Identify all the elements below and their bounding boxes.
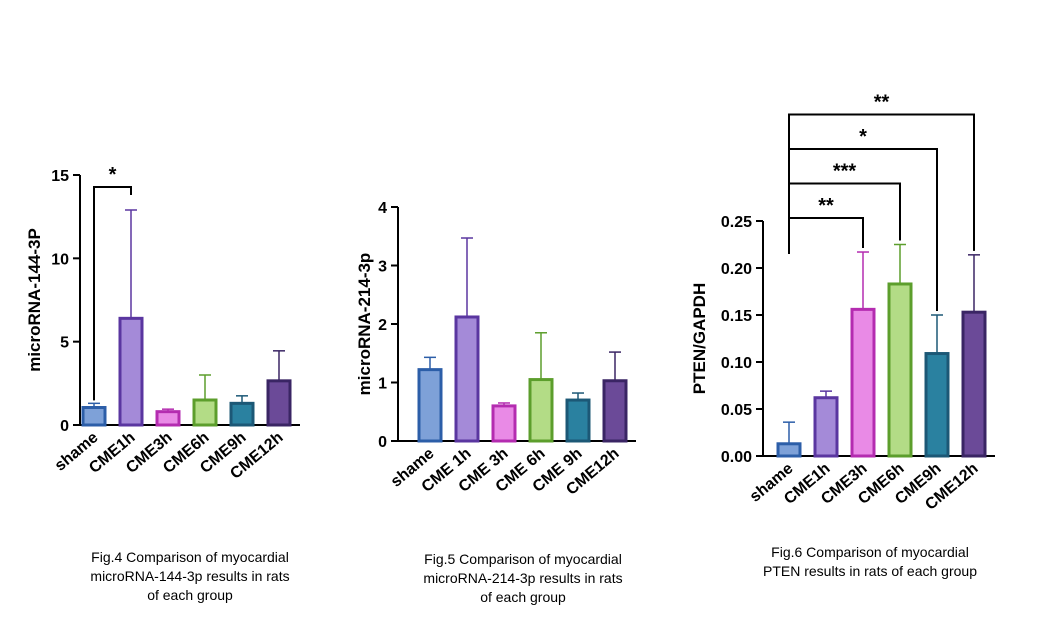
y-tick-label: 0.25 [721,214,752,231]
y-tick-label: 0.20 [721,261,752,278]
bar-cme9h [229,401,255,427]
significance-bracket [788,148,938,311]
bar-shame [776,442,802,458]
caption-line: PTEN results in rats of each group [763,563,977,579]
y-tick-label: 4 [378,200,387,217]
y-tick-label: 3 [378,259,387,276]
y-tick-label: 0.10 [721,355,752,372]
y-tick-label: 0.00 [721,449,752,466]
caption-line: microRNA-144-3p results in rats [90,568,290,584]
bar-cme9h [924,352,950,458]
y-tick-label: 1 [378,376,387,393]
significance-bracket [93,186,132,401]
bar-cme6h [887,282,913,458]
bar-cme1h [813,396,839,458]
caption-fig6: Fig.6 Comparison of myocardial PTEN resu… [730,543,1010,581]
caption-fig5: Fig.5 Comparison of myocardial microRNA-… [388,550,658,607]
significance-bracket [788,182,901,241]
chart-microrna-144: 051015microRNA-144-3PshameCME1hCME3hCME6… [25,164,300,483]
bar-cme-9h [565,398,591,443]
y-tick-label: 5 [60,335,69,352]
significance-stars: * [859,126,867,148]
caption-line: Fig.4 Comparison of myocardial [91,549,289,565]
significance-stars: * [109,164,117,186]
caption-line: of each group [147,587,233,603]
significance-stars: ** [874,92,890,114]
bar-shame [81,406,107,427]
bar-cme3h [850,307,876,458]
y-tick-label: 0 [378,434,387,451]
caption-fig4: Fig.4 Comparison of myocardial microRNA-… [55,548,325,605]
bar-shame [417,368,443,443]
y-tick-label: 0 [60,418,69,435]
y-tick-label: 0.05 [721,402,752,419]
caption-line: Fig.6 Comparison of myocardial [771,544,969,560]
bar-cme12h [961,310,987,458]
bar-cme-6h [528,378,554,443]
significance-bracket [788,113,975,251]
y-tick-label: 15 [51,168,69,185]
caption-line: Fig.5 Comparison of myocardial [424,551,622,567]
bar-cme-3h [491,404,517,443]
significance-bracket [788,217,864,254]
caption-line: of each group [480,589,566,605]
bar-cme12h [602,379,628,443]
bar-cme-1h [454,315,480,443]
significance-stars: *** [833,161,857,183]
bar-cme1h [118,316,144,427]
significance-stars: ** [818,195,834,217]
y-tick-label: 2 [378,317,387,334]
bar-cme12h [266,379,292,427]
y-axis-label: microRNA-214-3p [355,253,374,396]
y-tick-label: 0.15 [721,308,752,325]
caption-line: microRNA-214-3p results in rats [423,570,623,586]
y-tick-label: 10 [51,251,69,268]
bar-cme6h [192,398,218,427]
bar-cme3h [155,410,181,427]
y-axis-label: microRNA-144-3P [25,228,44,372]
y-axis-label: PTEN/GAPDH [690,283,709,394]
chart-pten-gapdh: 0.000.050.100.150.200.25PTEN/GAPDHshameC… [690,92,995,514]
